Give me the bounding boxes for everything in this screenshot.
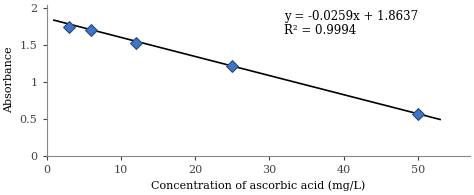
Point [87, 29, 95, 32]
Point [228, 65, 236, 68]
Point [414, 112, 422, 115]
Y-axis label: Absorbance: Absorbance [4, 47, 14, 113]
Point [132, 41, 139, 44]
Point [65, 25, 73, 28]
Text: y = -0.0259x + 1.8637: y = -0.0259x + 1.8637 [284, 10, 418, 23]
X-axis label: Concentration of ascorbic acid (mg/L): Concentration of ascorbic acid (mg/L) [151, 180, 365, 191]
Text: R² = 0.9994: R² = 0.9994 [284, 24, 356, 37]
